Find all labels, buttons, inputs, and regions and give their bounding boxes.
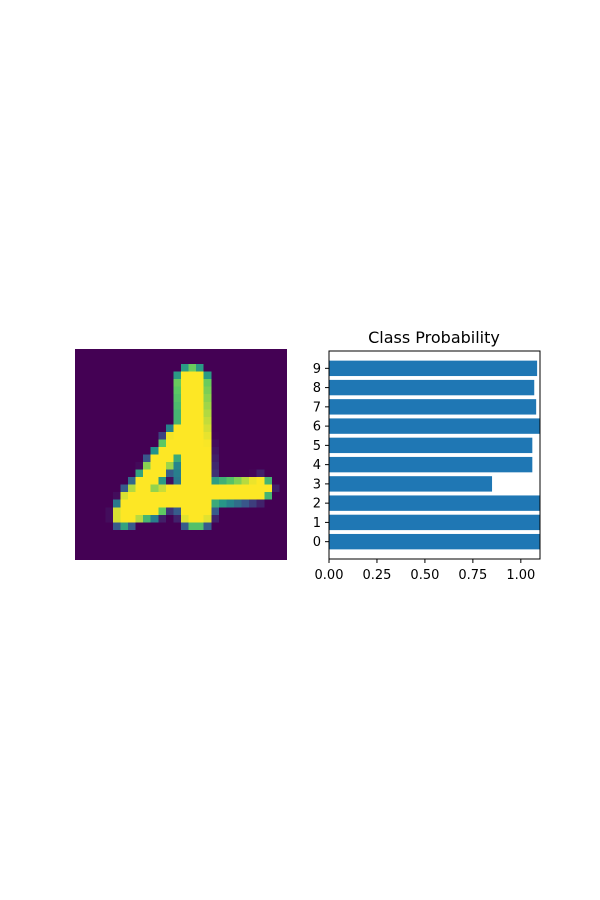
y-tick-label: 3 <box>313 477 321 492</box>
x-tick-label: 0.00 <box>315 568 344 583</box>
bar-class-7 <box>329 399 537 415</box>
y-tick-label: 9 <box>313 362 321 377</box>
bar-class-3 <box>329 476 493 492</box>
x-tick-label: 0.75 <box>458 568 487 583</box>
bars-group <box>329 360 540 550</box>
bar-class-1 <box>329 514 540 531</box>
bar-class-8 <box>329 379 535 396</box>
y-tick-label: 8 <box>313 381 321 396</box>
y-axis-ticks: 0 1 2 3 4 5 6 7 8 9 <box>313 362 329 550</box>
y-tick-label: 5 <box>313 439 321 454</box>
x-axis-ticks: 0.00 0.25 0.50 0.75 1.00 <box>315 559 535 583</box>
chart-title: Class Probability <box>368 328 500 347</box>
y-tick-label: 6 <box>313 420 321 435</box>
y-tick-label: 7 <box>313 400 321 415</box>
bar-class-6 <box>329 418 540 434</box>
bar-class-0 <box>329 533 540 550</box>
y-tick-label: 1 <box>313 516 321 531</box>
y-tick-label: 4 <box>313 458 321 473</box>
y-tick-label: 2 <box>313 497 321 512</box>
y-tick-label: 0 <box>313 535 321 550</box>
x-tick-label: 0.25 <box>362 568 391 583</box>
bar-class-2 <box>329 495 540 511</box>
digit-image <box>75 349 287 560</box>
bar-class-9 <box>329 360 538 377</box>
plot-frame <box>328 350 541 560</box>
x-tick-label: 1.00 <box>506 568 535 583</box>
bar-class-5 <box>329 437 533 454</box>
bar-class-4 <box>329 456 533 473</box>
x-tick-label: 0.50 <box>410 568 439 583</box>
